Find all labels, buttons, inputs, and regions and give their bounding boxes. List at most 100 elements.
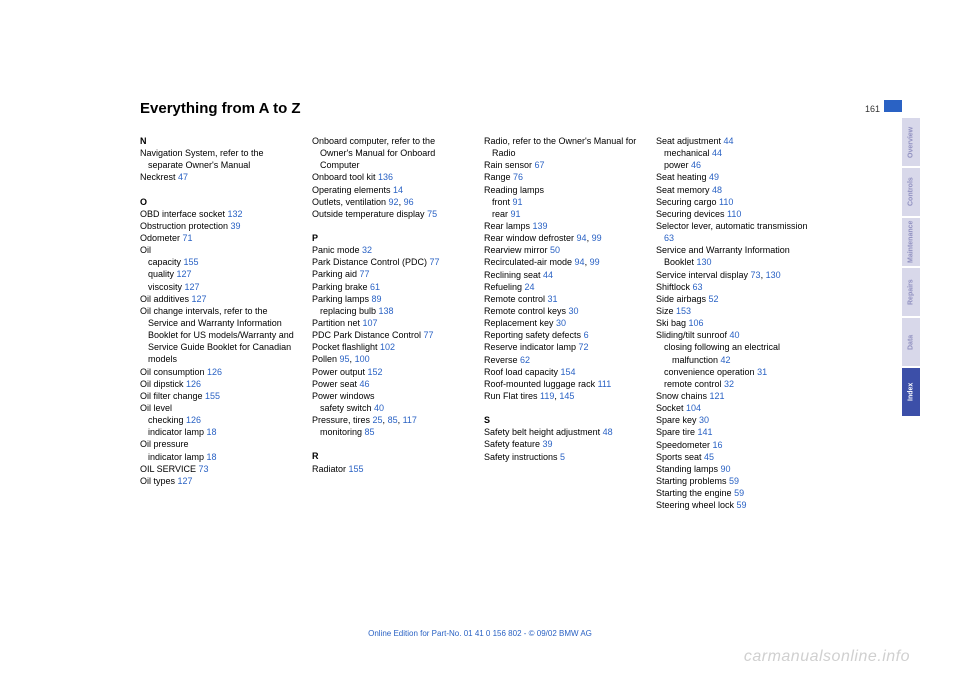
page-ref[interactable]: 39 [543, 439, 553, 449]
page-ref[interactable]: 110 [719, 197, 733, 207]
page-ref[interactable]: 32 [724, 379, 734, 389]
page-ref[interactable]: 77 [360, 269, 370, 279]
page-ref[interactable]: 110 [727, 209, 741, 219]
page-ref[interactable]: 92 [389, 197, 399, 207]
page-ref[interactable]: 141 [698, 427, 713, 437]
page-ref[interactable]: 111 [598, 379, 612, 389]
page-ref[interactable]: 50 [550, 245, 560, 255]
page-ref[interactable]: 106 [689, 318, 704, 328]
page-ref[interactable]: 126 [207, 367, 222, 377]
page-ref[interactable]: 32 [362, 245, 372, 255]
page-ref[interactable]: 145 [559, 391, 574, 401]
tab-maintenance[interactable]: Maintenance [902, 218, 920, 266]
page-ref[interactable]: 117 [403, 415, 417, 425]
page-ref[interactable]: 40 [730, 330, 740, 340]
page-ref[interactable]: 59 [729, 476, 739, 486]
page-ref[interactable]: 63 [693, 282, 703, 292]
page-ref[interactable]: 61 [370, 282, 380, 292]
page-ref[interactable]: 6 [584, 330, 589, 340]
page-ref[interactable]: 67 [535, 160, 545, 170]
page-ref[interactable]: 126 [186, 379, 201, 389]
page-ref[interactable]: 46 [360, 379, 370, 389]
page-ref[interactable]: 49 [709, 172, 719, 182]
page-ref[interactable]: 52 [709, 294, 719, 304]
page-ref[interactable]: 90 [721, 464, 731, 474]
page-ref[interactable]: 40 [374, 403, 384, 413]
page-ref[interactable]: 99 [592, 233, 602, 243]
page-ref[interactable]: 154 [561, 367, 576, 377]
page-ref[interactable]: 127 [192, 294, 207, 304]
page-ref[interactable]: 42 [721, 355, 731, 365]
tab-data[interactable]: Data [902, 318, 920, 366]
page-ref[interactable]: 25 [373, 415, 383, 425]
page-ref[interactable]: 73 [199, 464, 209, 474]
page-ref[interactable]: 77 [430, 257, 440, 267]
page-ref[interactable]: 136 [378, 172, 393, 182]
page-ref[interactable]: 5 [560, 452, 565, 462]
page-ref[interactable]: 48 [603, 427, 613, 437]
page-ref[interactable]: 48 [712, 185, 722, 195]
page-ref[interactable]: 91 [511, 209, 521, 219]
page-ref[interactable]: 76 [513, 172, 523, 182]
page-ref[interactable]: 44 [543, 270, 553, 280]
tab-overview[interactable]: Overview [902, 118, 920, 166]
page-ref[interactable]: 30 [699, 415, 709, 425]
page-ref[interactable]: 152 [368, 367, 383, 377]
page-ref[interactable]: 31 [548, 294, 558, 304]
page-ref[interactable]: 139 [533, 221, 548, 231]
page-ref[interactable]: 72 [579, 342, 589, 352]
page-ref[interactable]: 31 [757, 367, 767, 377]
page-ref[interactable]: 24 [525, 282, 535, 292]
page-ref[interactable]: 44 [712, 148, 722, 158]
page-ref[interactable]: 107 [363, 318, 378, 328]
tab-repairs[interactable]: Repairs [902, 268, 920, 316]
page-ref[interactable]: 30 [556, 318, 566, 328]
page-ref[interactable]: 126 [186, 415, 201, 425]
page-ref[interactable]: 47 [178, 172, 188, 182]
page-ref[interactable]: 153 [676, 306, 691, 316]
page-ref[interactable]: 30 [569, 306, 579, 316]
page-ref[interactable]: 95 [340, 354, 350, 364]
page-ref[interactable]: 18 [207, 452, 217, 462]
page-ref[interactable]: 130 [766, 270, 781, 280]
page-ref[interactable]: 62 [520, 355, 530, 365]
page-ref[interactable]: 16 [713, 440, 723, 450]
tab-index[interactable]: Index [902, 368, 920, 416]
page-ref[interactable]: 138 [379, 306, 394, 316]
page-ref[interactable]: 89 [372, 294, 382, 304]
page-ref[interactable]: 130 [697, 257, 712, 267]
page-ref[interactable]: 71 [183, 233, 193, 243]
page-ref[interactable]: 59 [737, 500, 747, 510]
page-ref[interactable]: 45 [704, 452, 714, 462]
page-ref[interactable]: 155 [205, 391, 220, 401]
page-ref[interactable]: 94 [577, 233, 587, 243]
page-ref[interactable]: 127 [178, 476, 193, 486]
page-ref[interactable]: 44 [724, 136, 734, 146]
page-ref[interactable]: 155 [349, 464, 364, 474]
page-ref[interactable]: 121 [710, 391, 725, 401]
tab-controls[interactable]: Controls [902, 168, 920, 216]
page-ref[interactable]: 102 [380, 342, 395, 352]
page-ref[interactable]: 14 [393, 185, 403, 195]
page-ref[interactable]: 91 [513, 197, 523, 207]
page-ref[interactable]: 85 [388, 415, 398, 425]
page-ref[interactable]: 96 [404, 197, 414, 207]
page-ref[interactable]: 77 [424, 330, 434, 340]
page-ref[interactable]: 63 [664, 233, 674, 243]
page-ref[interactable]: 73 [751, 270, 761, 280]
page-ref[interactable]: 132 [228, 209, 243, 219]
page-ref[interactable]: 127 [185, 282, 200, 292]
page-ref[interactable]: 155 [184, 257, 199, 267]
page-ref[interactable]: 104 [686, 403, 701, 413]
page-ref[interactable]: 99 [590, 257, 600, 267]
page-ref[interactable]: 100 [355, 354, 370, 364]
page-ref[interactable]: 127 [177, 269, 192, 279]
page-ref[interactable]: 46 [691, 160, 701, 170]
page-ref[interactable]: 59 [734, 488, 744, 498]
page-ref[interactable]: 39 [231, 221, 241, 231]
page-ref[interactable]: 119 [540, 391, 554, 401]
page-ref[interactable]: 85 [365, 427, 375, 437]
page-ref[interactable]: 18 [207, 427, 217, 437]
page-ref[interactable]: 75 [427, 209, 437, 219]
page-ref[interactable]: 94 [575, 257, 585, 267]
